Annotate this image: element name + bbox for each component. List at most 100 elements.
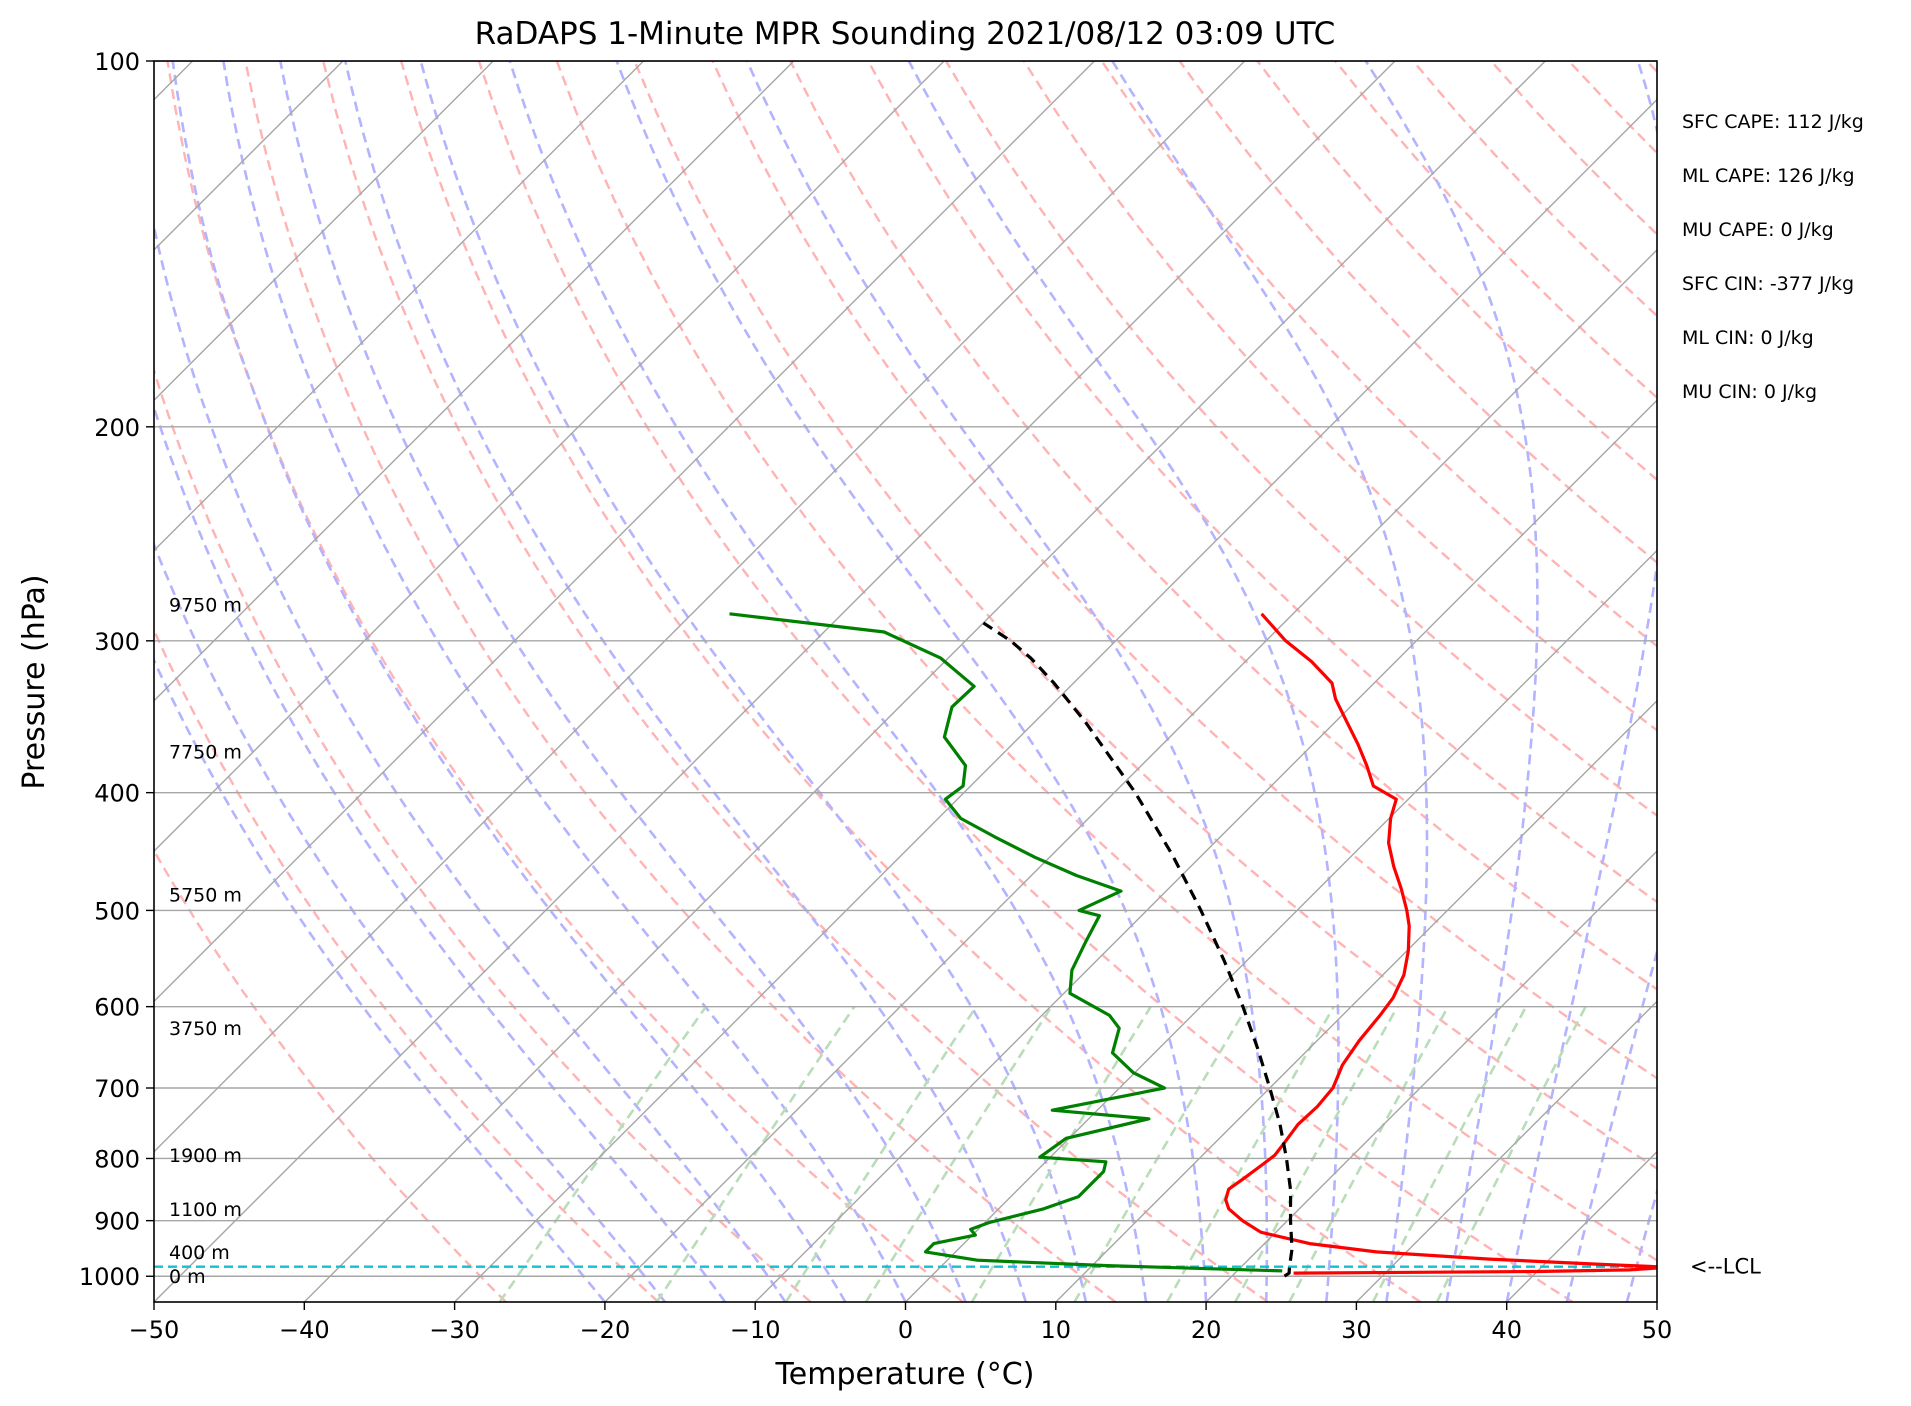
isotherm — [1055, 699, 1657, 1302]
y-tick-label: 300 — [94, 628, 140, 656]
y-tick-label: 1000 — [79, 1263, 140, 1291]
parcel-line — [982, 621, 1294, 1278]
y-tick-label: 700 — [94, 1075, 140, 1103]
isotherm — [905, 549, 1657, 1302]
isotherm — [154, 61, 494, 402]
moist-adiabat — [1505, 61, 1657, 1302]
dry-adiabat — [322, 61, 1269, 1302]
mixing-ratio-line — [1166, 1005, 1335, 1302]
y-axis-label: Pressure (hPa) — [17, 574, 52, 789]
x-tick-label: −40 — [279, 1316, 330, 1344]
dry-adiabat — [633, 61, 1657, 1170]
isotherm — [154, 61, 1095, 1003]
moist-adiabat — [1565, 946, 1657, 1302]
mixing-ratio-line — [1371, 1005, 1528, 1302]
dry-adiabat — [399, 61, 1422, 1302]
moist-adiabat — [154, 403, 727, 1302]
mixing-ratio-line — [784, 1005, 978, 1302]
y-tick-label: 400 — [94, 780, 140, 808]
dry-adiabat — [867, 61, 1657, 904]
x-tick-label: 10 — [1041, 1316, 1072, 1344]
mixing-ratio-line — [1435, 1006, 1587, 1302]
isotherm — [754, 399, 1657, 1302]
dry-adiabat — [477, 61, 1574, 1302]
height-label: 0 m — [169, 1266, 206, 1288]
height-label: 5750 m — [169, 884, 242, 906]
dewpoint-line — [729, 612, 1283, 1273]
y-tick-label: 600 — [94, 994, 140, 1022]
stat-label: MU CAPE: 0 J/kg — [1682, 219, 1834, 241]
moist-adiabat — [615, 61, 1208, 1302]
dry-adiabat — [154, 627, 660, 1302]
moist-adiabat — [745, 61, 1269, 1302]
dry-adiabat — [944, 61, 1657, 818]
moist-adiabat — [154, 541, 667, 1302]
moist-adiabat — [1364, 61, 1539, 1302]
y-tick-label: 500 — [94, 897, 140, 925]
height-label: 400 m — [169, 1242, 230, 1264]
stats-panel: SFC CAPE: 112 J/kg ML CAPE: 126 J/kg MU CA… — [1682, 111, 1864, 403]
isotherm — [154, 61, 1396, 1302]
height-label: 1100 m — [169, 1199, 242, 1221]
moist-adiabat — [279, 61, 967, 1302]
x-tick-label: 40 — [1491, 1316, 1522, 1344]
stat-label: ML CAPE: 126 J/kg — [1682, 165, 1855, 187]
height-label: 3750 m — [169, 1018, 242, 1040]
stat-label: SFC CAPE: 112 J/kg — [1682, 111, 1864, 133]
isotherm — [454, 98, 1657, 1302]
moist-adiabat — [171, 61, 847, 1302]
moist-adiabat — [1111, 61, 1429, 1302]
isotherm — [154, 61, 795, 702]
y-tick-label: 200 — [94, 414, 140, 442]
dry-adiabat — [244, 61, 1117, 1302]
moist-adiabat — [1625, 1187, 1657, 1302]
height-label: 9750 m — [169, 594, 242, 616]
moist-adiabat — [344, 61, 1027, 1302]
x-axis: −50 −40 −30 −20 −10 0 10 20 30 40 50 — [129, 1302, 1673, 1344]
height-label: 7750 m — [169, 742, 242, 764]
mixing-ratio-line — [864, 1005, 1053, 1302]
pressure-gridlines — [154, 61, 1657, 1277]
lcl-label: <--LCL — [1690, 1255, 1761, 1279]
stat-label: SFC CIN: -377 J/kg — [1682, 273, 1854, 295]
x-tick-label: 30 — [1341, 1316, 1372, 1344]
chart-title: RaDAPS 1-Minute MPR Sounding 2021/08/12 … — [475, 16, 1336, 52]
x-axis-label: Temperature (°C) — [775, 1357, 1035, 1392]
y-tick-label: 900 — [94, 1208, 140, 1236]
isotherm — [1355, 1000, 1657, 1302]
mixing-ratio-line — [1288, 1005, 1450, 1302]
background-lines — [154, 61, 1657, 1302]
mixing-ratio-line — [655, 1005, 856, 1302]
x-tick-label: 20 — [1191, 1316, 1222, 1344]
x-tick-label: −20 — [580, 1316, 631, 1344]
mixing-ratio-line — [1234, 1005, 1399, 1302]
dry-adiabat — [555, 61, 1657, 1262]
height-label: 1900 m — [169, 1145, 242, 1167]
mixing-ratio-line — [1073, 1005, 1249, 1302]
isotherm — [154, 61, 1246, 1153]
mixing-ratio-line — [970, 1005, 1152, 1302]
stat-label: ML CIN: 0 J/kg — [1682, 327, 1814, 349]
moist-adiabat — [222, 61, 907, 1302]
moist-adiabat — [907, 61, 1340, 1302]
stat-label: MU CIN: 0 J/kg — [1682, 381, 1817, 403]
temperature-line — [1224, 612, 1657, 1275]
x-tick-label: 0 — [898, 1316, 913, 1344]
x-tick-label: −50 — [129, 1316, 180, 1344]
dry-adiabat — [1100, 61, 1657, 648]
moist-adiabat — [508, 61, 1148, 1302]
y-axis: 100 200 300 400 500 600 700 800 900 1000 — [79, 48, 154, 1291]
x-tick-label: 50 — [1642, 1316, 1673, 1344]
isotherm — [604, 248, 1657, 1302]
y-tick-label: 800 — [94, 1145, 140, 1173]
isotherm — [154, 61, 945, 853]
isotherm — [1205, 850, 1657, 1302]
moist-adiabat — [154, 657, 606, 1302]
dry-adiabat — [154, 848, 507, 1302]
moist-adiabat — [154, 221, 787, 1302]
isotherm — [303, 61, 1546, 1302]
height-labels: 9750 m 7750 m 5750 m 3750 m 1900 m 1100 m 400 … — [169, 594, 242, 1288]
isotherm — [154, 61, 644, 552]
data-lines — [154, 612, 1657, 1278]
